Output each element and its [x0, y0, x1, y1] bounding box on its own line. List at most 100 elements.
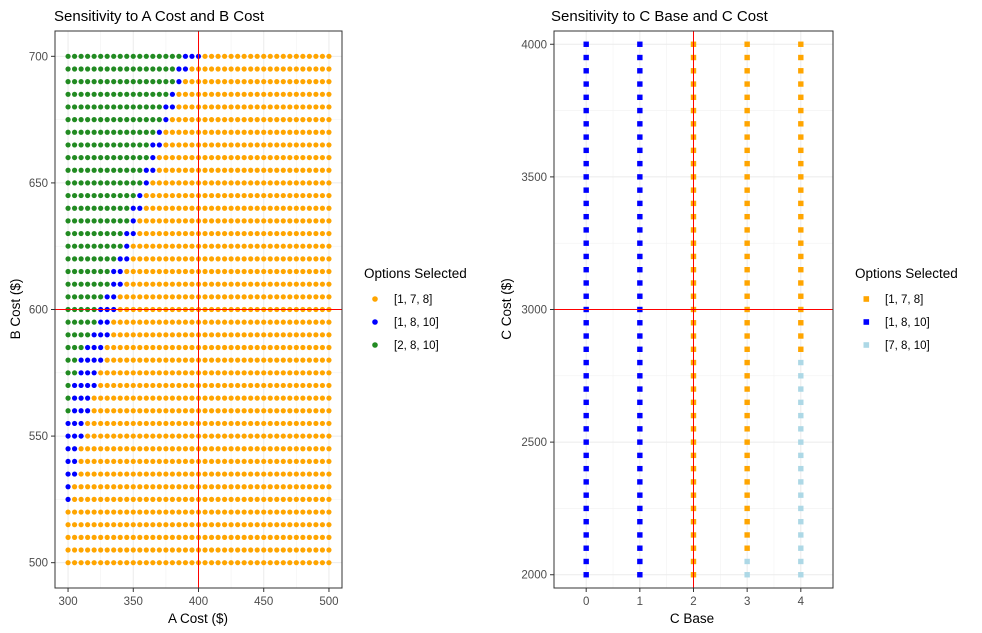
data-point	[156, 509, 162, 515]
data-point	[163, 382, 169, 389]
data-point	[215, 395, 221, 401]
y-tick-label: 2500	[521, 437, 547, 449]
data-point	[293, 281, 299, 287]
data-point	[150, 332, 156, 338]
data-point	[241, 357, 247, 363]
data-point	[137, 281, 143, 287]
data-point	[208, 446, 215, 452]
data-point	[98, 167, 104, 173]
data-point	[124, 433, 130, 439]
data-point	[319, 370, 326, 376]
data-point	[326, 344, 332, 351]
data-point	[215, 230, 221, 237]
data-point	[287, 458, 293, 465]
data-point	[150, 294, 156, 300]
data-point	[202, 357, 208, 363]
data-point	[71, 420, 78, 427]
data-point	[150, 142, 156, 148]
data-point	[261, 420, 267, 427]
data-point	[267, 91, 273, 97]
data-point	[254, 420, 260, 427]
data-point	[117, 167, 123, 173]
data-point	[306, 192, 312, 199]
data-point	[306, 243, 312, 249]
data-point	[163, 79, 169, 85]
data-point	[215, 509, 221, 515]
data-point	[326, 420, 332, 427]
data-point	[104, 268, 110, 275]
data-point	[176, 268, 182, 275]
data-point	[208, 534, 215, 540]
data-point	[280, 446, 286, 452]
data-point	[798, 320, 804, 326]
data-point	[143, 522, 149, 528]
data-point	[280, 294, 286, 300]
data-point	[85, 243, 91, 249]
y-axis-label: B Cost ($)	[8, 279, 23, 340]
data-point	[215, 522, 221, 528]
data-point	[124, 560, 130, 566]
data-point	[287, 167, 293, 173]
data-point	[91, 509, 97, 515]
data-point	[744, 399, 750, 406]
data-point	[306, 560, 312, 566]
data-point	[163, 117, 169, 123]
data-point	[111, 534, 117, 540]
data-point	[137, 142, 143, 148]
data-point	[111, 281, 117, 287]
data-point	[274, 167, 280, 173]
data-point	[744, 465, 750, 472]
data-point	[78, 256, 84, 262]
data-point	[176, 167, 182, 173]
data-point	[124, 129, 130, 135]
data-point	[150, 79, 156, 85]
data-point	[71, 357, 78, 363]
data-point	[583, 68, 589, 74]
data-point	[280, 53, 286, 59]
data-point	[176, 294, 182, 300]
data-point	[254, 357, 260, 363]
data-point	[215, 496, 221, 502]
data-point	[583, 174, 589, 180]
data-point	[306, 547, 312, 553]
data-point	[78, 192, 84, 199]
data-point	[293, 268, 299, 275]
data-point	[267, 104, 273, 110]
data-point	[293, 408, 299, 414]
data-point	[261, 433, 267, 439]
data-point	[221, 484, 228, 490]
data-point	[313, 91, 319, 97]
data-point	[267, 192, 273, 199]
data-point	[280, 154, 286, 161]
data-point	[137, 547, 143, 553]
data-point	[124, 53, 130, 59]
data-point	[169, 91, 176, 97]
data-point	[235, 142, 241, 148]
data-point	[202, 53, 208, 59]
data-point	[215, 243, 221, 249]
data-point	[319, 319, 326, 325]
data-point	[254, 395, 260, 401]
data-point	[293, 154, 299, 161]
data-point	[287, 382, 293, 389]
data-point	[261, 509, 267, 515]
data-point	[104, 344, 110, 351]
data-point	[261, 344, 267, 351]
data-point	[267, 370, 273, 376]
data-point	[208, 547, 215, 553]
data-point	[137, 382, 143, 389]
data-point	[169, 79, 176, 85]
data-point	[228, 370, 234, 376]
data-point	[85, 129, 91, 135]
data-point	[189, 408, 195, 414]
data-point	[744, 107, 750, 114]
data-point	[182, 344, 189, 351]
data-point	[326, 522, 332, 528]
data-point	[798, 227, 804, 233]
data-point	[189, 357, 195, 363]
data-point	[583, 293, 589, 299]
data-point	[111, 79, 117, 85]
data-point	[744, 253, 750, 260]
data-point	[293, 433, 299, 439]
data-point	[221, 446, 228, 452]
